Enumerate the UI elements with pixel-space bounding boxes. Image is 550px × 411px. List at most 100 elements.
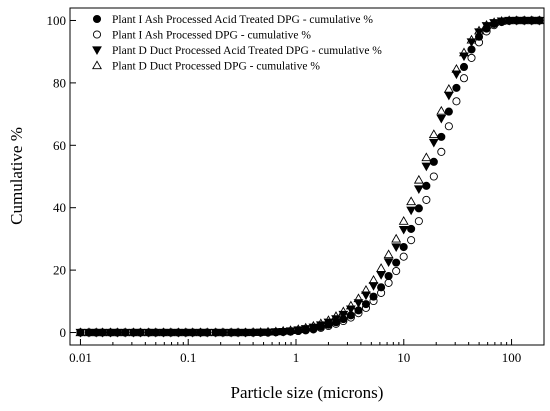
x-tick-label: 1	[293, 350, 300, 365]
data-point	[376, 263, 387, 272]
data-point	[535, 16, 544, 25]
data-point	[377, 283, 386, 292]
legend-label: Plant D Duct Processed Acid Treated DPG …	[112, 45, 382, 57]
data-point	[76, 328, 85, 337]
data-point	[279, 327, 288, 336]
data-point	[398, 225, 409, 235]
legend-label: Plant I Ash Processed Acid Treated DPG -…	[112, 14, 373, 26]
data-point	[459, 52, 469, 62]
data-point	[406, 206, 417, 216]
x-tick-label: 0.01	[69, 350, 92, 365]
data-point	[353, 299, 364, 308]
data-point	[490, 19, 499, 28]
data-point	[369, 292, 378, 301]
data-point	[151, 328, 160, 337]
data-point	[451, 70, 462, 80]
data-point	[512, 16, 521, 25]
data-point	[196, 328, 205, 337]
y-axis: 0 20 40 60 80 100	[47, 13, 76, 340]
data-point	[249, 328, 258, 337]
data-point	[383, 258, 394, 268]
data-point	[428, 129, 439, 139]
data-point	[227, 328, 236, 337]
data-point	[384, 278, 393, 287]
y-tick-label: 60	[53, 138, 66, 153]
y-tick-label: 0	[60, 325, 67, 340]
data-point	[407, 224, 416, 233]
y-tick-label: 20	[53, 263, 66, 278]
y-tick-label: 40	[53, 200, 66, 215]
data-point	[368, 282, 379, 291]
data-point	[444, 122, 453, 131]
data-point	[414, 217, 423, 226]
data-point	[482, 24, 491, 33]
data-point	[474, 32, 484, 41]
data-point	[407, 236, 416, 245]
data-point	[361, 300, 371, 309]
data-point	[429, 157, 438, 166]
y-axis-label: Cumulative %	[7, 127, 26, 225]
data-point	[211, 328, 220, 337]
data-point	[474, 28, 484, 38]
legend-marker	[92, 30, 102, 39]
data-point	[391, 243, 402, 253]
data-point	[398, 216, 409, 225]
data-point	[392, 258, 401, 267]
data-point	[413, 185, 424, 194]
data-point	[406, 196, 417, 206]
data-point	[234, 328, 243, 337]
data-point	[166, 328, 175, 337]
data-points	[75, 15, 545, 338]
data-point	[444, 107, 453, 116]
series-1	[76, 16, 544, 337]
data-point	[452, 83, 461, 92]
legend-label: Plant I Ash Processed DPG - cumulative %	[112, 30, 311, 42]
data-point	[466, 38, 477, 48]
data-point	[399, 242, 408, 252]
data-point	[181, 328, 190, 337]
data-point	[527, 16, 536, 25]
data-point	[392, 266, 401, 276]
legend-marker	[92, 14, 102, 24]
data-point	[421, 152, 432, 162]
data-point	[413, 174, 424, 184]
data-point	[436, 105, 447, 115]
data-point	[113, 328, 122, 337]
x-axis-label: Particle size (microns)	[231, 383, 384, 402]
data-point	[316, 322, 325, 331]
data-point	[376, 271, 386, 280]
legend: Plant I Ash Processed Acid Treated DPG -…	[92, 14, 382, 73]
data-point	[241, 328, 250, 337]
data-point	[383, 249, 394, 259]
data-point	[452, 97, 461, 106]
data-point	[421, 162, 432, 172]
data-point	[467, 53, 476, 62]
data-point	[203, 328, 212, 337]
data-point	[84, 328, 94, 337]
data-point	[345, 305, 356, 315]
data-point	[436, 114, 447, 124]
data-point	[414, 204, 423, 213]
data-point	[459, 62, 469, 72]
data-point	[309, 324, 318, 333]
data-point	[437, 147, 446, 156]
data-point	[324, 320, 333, 329]
data-point	[422, 195, 431, 204]
data-point	[174, 328, 183, 337]
data-point	[422, 181, 431, 190]
data-point	[443, 84, 454, 93]
data-point	[384, 271, 393, 281]
data-point	[429, 172, 438, 181]
data-point	[437, 132, 446, 141]
data-point	[159, 328, 168, 337]
data-point	[188, 328, 197, 337]
data-point	[144, 328, 153, 337]
y-tick-label: 80	[53, 75, 66, 90]
data-point	[459, 74, 469, 83]
legend-marker	[92, 60, 102, 70]
data-point	[301, 325, 310, 335]
data-point	[121, 328, 130, 337]
y-tick-label: 100	[47, 13, 67, 28]
data-point	[271, 328, 280, 337]
